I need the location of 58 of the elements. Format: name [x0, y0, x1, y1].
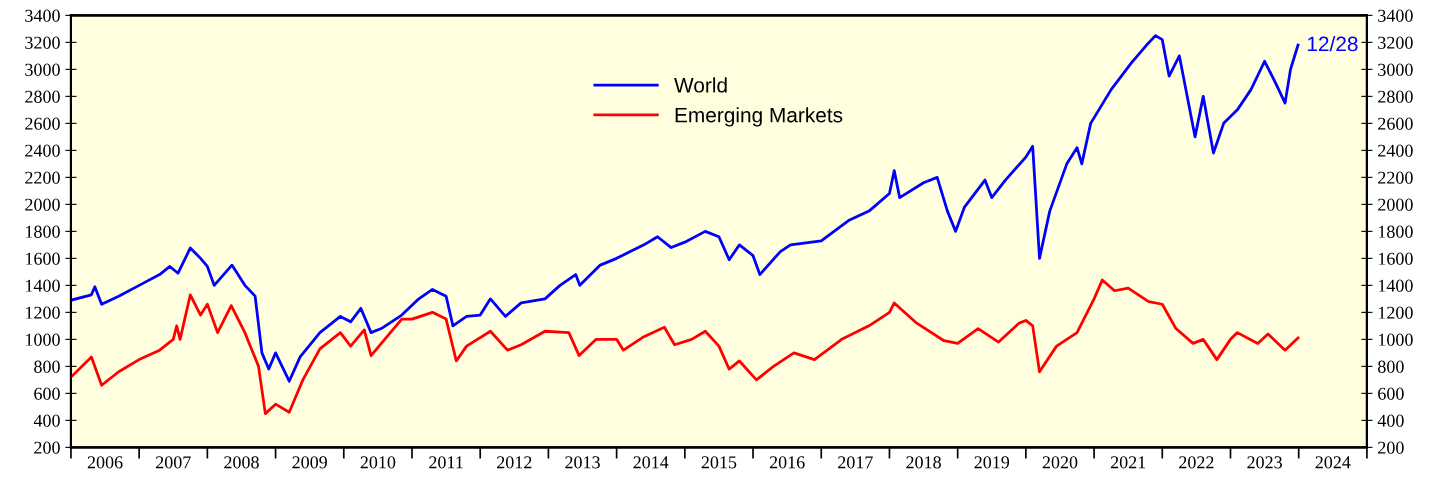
legend-label: Emerging Markets: [675, 107, 843, 127]
y-tick-label: 2400: [25, 144, 60, 157]
x-tick-label: 2006: [87, 456, 123, 469]
x-tick-label: 2016: [769, 456, 805, 469]
x-tick-label: 2019: [974, 456, 1010, 469]
y2-tick-label: 2200: [1378, 171, 1413, 184]
y2-tick-label: 3400: [1378, 9, 1413, 22]
y-tick-label: 400: [33, 414, 60, 427]
y2-tick-label: 400: [1377, 414, 1404, 427]
x-tick-label: 2018: [906, 456, 941, 469]
x-tick-label: 2015: [701, 456, 737, 469]
y2-tick-label: 600: [1378, 387, 1404, 400]
y-tick-label: 1200: [26, 306, 60, 319]
line-series: [70, 278, 1300, 415]
x-tick-label: 2010: [360, 456, 396, 469]
x-tick-label: 2007: [156, 456, 191, 469]
y-tick-label: 600: [34, 387, 60, 400]
y-tick-label: 2800: [25, 90, 60, 103]
x-tick-label: 2021: [1110, 456, 1146, 469]
y2-tick-label: 2000: [1378, 198, 1413, 211]
y-tick-label: 1800: [26, 225, 60, 238]
y-tick-label: 2000: [25, 198, 60, 211]
y2-tick-label: 200: [1378, 441, 1404, 454]
x-tick-label: 2011: [429, 456, 463, 469]
y2-tick-label: 3000: [1378, 63, 1413, 76]
x-tick-label: 2009: [292, 456, 327, 469]
y-tick-label: 1000: [26, 333, 60, 346]
y2-tick-label: 800: [1378, 360, 1404, 373]
x-tick-label: 2022: [1179, 456, 1214, 469]
y2-tick-label: 2600: [1378, 117, 1413, 130]
x-tick-label: 2014: [633, 456, 669, 469]
y2-tick-label: 1400: [1378, 279, 1413, 292]
x-tick-label: 2020: [1042, 456, 1078, 469]
y2-tick-label: 1000: [1378, 333, 1413, 346]
annotation: 12/28: [1307, 36, 1358, 52]
x-tick-label: 2008: [224, 456, 259, 469]
y-tick-label: 800: [34, 360, 60, 373]
x-tick-label: 2013: [565, 456, 600, 469]
y-tick-label: 2600: [25, 117, 60, 130]
y2-tick-label: 1800: [1378, 225, 1413, 238]
y-tick-label: 3000: [25, 63, 60, 76]
x-tick-label: 2017: [838, 456, 873, 469]
y2-tick-label: 2400: [1378, 144, 1413, 157]
y-tick-label: 3200: [25, 36, 60, 49]
y2-tick-label: 3200: [1378, 36, 1413, 49]
x-tick-label: 2023: [1247, 456, 1282, 469]
y2-tick-label: 1600: [1378, 252, 1413, 265]
line-series: [70, 34, 1300, 383]
y2-tick-label: 1200: [1378, 306, 1413, 319]
x-tick-label: 2024: [1315, 456, 1351, 469]
y2-tick-label: 2800: [1378, 90, 1413, 103]
y-tick-label: 1400: [26, 279, 60, 292]
legend-label: World: [674, 77, 727, 93]
y-tick-label: 1600: [26, 252, 60, 265]
x-tick-label: 2012: [497, 456, 532, 469]
y-tick-label: 2200: [25, 171, 60, 184]
y-tick-label: 200: [34, 441, 60, 454]
y-tick-label: 3400: [25, 9, 60, 22]
